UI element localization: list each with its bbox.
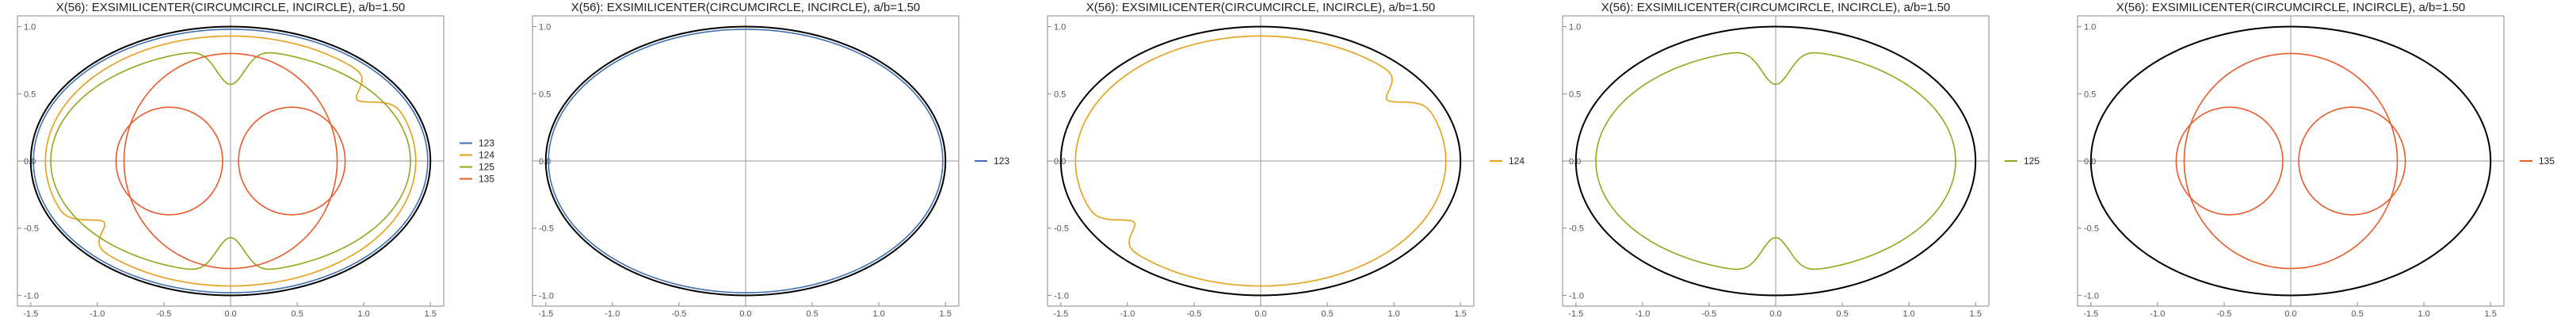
legend-label: 135: [479, 174, 494, 185]
legend-label: 123: [994, 155, 1009, 167]
reference-ellipse: [1059, 25, 1462, 297]
x-tick-label: 1.0: [872, 309, 884, 319]
chart-svg: X(56): EXSIMILICENTER(CIRCUMCIRCLE, INCI…: [532, 1, 1009, 319]
series-curve-135: [2183, 52, 2399, 270]
chart-title: X(56): EXSIMILICENTER(CIRCUMCIRCLE, INCI…: [2116, 1, 2466, 14]
series-curve-135: [238, 106, 346, 216]
y-tick-label: -1.0: [539, 291, 554, 301]
x-tick-label: -1.0: [90, 309, 105, 319]
y-tick-label: 0.5: [539, 90, 551, 99]
y-tick-label: 1.0: [1054, 23, 1066, 33]
legend-label: 124: [1509, 155, 1525, 167]
x-tick-label: -0.5: [1701, 309, 1716, 319]
series-curve-123: [32, 29, 429, 293]
x-tick-label: 0.5: [806, 309, 818, 319]
chart-svg: X(56): EXSIMILICENTER(CIRCUMCIRCLE, INCI…: [1562, 1, 2040, 319]
chart-panel-5: X(56): EXSIMILICENTER(CIRCUMCIRCLE, INCI…: [2060, 0, 2575, 322]
x-tick-label: -1.5: [1053, 309, 1068, 319]
x-tick-label: -1.0: [2150, 309, 2165, 319]
series-curve-125: [50, 52, 411, 270]
y-tick-label: -1.0: [1569, 291, 1584, 301]
y-tick-label: 0.0: [1054, 157, 1066, 167]
x-tick-label: 0.0: [1254, 309, 1266, 319]
chart-svg: X(56): EXSIMILICENTER(CIRCUMCIRCLE, INCI…: [17, 1, 494, 319]
legend-label: 123: [479, 138, 494, 149]
reference-ellipse: [2089, 25, 2492, 297]
legend-label: 125: [479, 162, 494, 173]
x-tick-label: 1.0: [1902, 309, 1914, 319]
y-tick-label: -0.5: [1054, 224, 1069, 234]
series-curve-135: [115, 106, 223, 216]
y-tick-label: -1.0: [24, 291, 39, 301]
y-tick-label: 1.0: [24, 23, 36, 33]
x-tick-label: -1.5: [538, 309, 553, 319]
reference-ellipse: [29, 25, 432, 297]
chart-svg: X(56): EXSIMILICENTER(CIRCUMCIRCLE, INCI…: [1047, 1, 1525, 319]
x-tick-label: 1.5: [1455, 309, 1467, 319]
y-tick-label: 0.0: [2084, 157, 2096, 167]
x-tick-label: -1.5: [23, 309, 38, 319]
x-tick-label: 1.5: [1970, 309, 1982, 319]
chart-panel-2: X(56): EXSIMILICENTER(CIRCUMCIRCLE, INCI…: [515, 0, 1030, 322]
x-tick-label: 0.5: [1836, 309, 1848, 319]
x-tick-label: 1.5: [425, 309, 437, 319]
chart-panel-1: X(56): EXSIMILICENTER(CIRCUMCIRCLE, INCI…: [0, 0, 515, 322]
series-curve-125: [1595, 52, 1956, 270]
series-curve-135: [2175, 106, 2284, 216]
y-tick-label: 0.5: [24, 90, 36, 99]
x-tick-label: 0.0: [2284, 309, 2296, 319]
x-tick-label: 1.0: [1387, 309, 1399, 319]
x-tick-label: -0.5: [671, 309, 686, 319]
series-curve-135: [2298, 106, 2406, 216]
chart-title: X(56): EXSIMILICENTER(CIRCUMCIRCLE, INCI…: [1086, 1, 1436, 14]
y-tick-label: -0.5: [1569, 224, 1584, 234]
chart-svg: X(56): EXSIMILICENTER(CIRCUMCIRCLE, INCI…: [2077, 1, 2555, 319]
x-tick-label: -1.5: [2083, 309, 2098, 319]
x-tick-label: -0.5: [1186, 309, 1201, 319]
y-tick-label: 0.5: [1569, 90, 1581, 99]
y-tick-label: 0.5: [1054, 90, 1066, 99]
x-tick-label: 0.5: [2351, 309, 2363, 319]
x-tick-label: -1.0: [1635, 309, 1650, 319]
x-tick-label: 1.0: [2418, 309, 2429, 319]
series-curve-135: [123, 52, 338, 270]
y-tick-label: -0.5: [24, 224, 39, 234]
y-tick-label: -1.0: [2084, 291, 2099, 301]
series-curve-123: [548, 29, 944, 293]
x-tick-label: -0.5: [2216, 309, 2231, 319]
x-tick-label: 1.5: [2485, 309, 2497, 319]
y-tick-label: 1.0: [1569, 23, 1581, 33]
reference-ellipse: [544, 25, 947, 297]
y-tick-label: 0.0: [1569, 157, 1581, 167]
y-tick-label: -1.0: [1054, 291, 1069, 301]
x-tick-label: -0.5: [156, 309, 171, 319]
chart-panel-3: X(56): EXSIMILICENTER(CIRCUMCIRCLE, INCI…: [1030, 0, 1545, 322]
legend-label: 135: [2539, 155, 2555, 167]
chart-title: X(56): EXSIMILICENTER(CIRCUMCIRCLE, INCI…: [571, 1, 921, 14]
legend-label: 124: [479, 150, 494, 161]
x-tick-label: 0.0: [224, 309, 236, 319]
x-tick-label: 0.5: [291, 309, 303, 319]
x-tick-label: -1.0: [605, 309, 620, 319]
x-tick-label: 0.0: [739, 309, 751, 319]
x-tick-label: -1.0: [1120, 309, 1135, 319]
y-tick-label: 1.0: [2084, 23, 2096, 33]
chart-title: X(56): EXSIMILICENTER(CIRCUMCIRCLE, INCI…: [1601, 1, 1951, 14]
y-tick-label: 0.5: [2084, 90, 2096, 99]
reference-ellipse: [1574, 25, 1977, 297]
y-tick-label: -0.5: [539, 224, 554, 234]
chart-title: X(56): EXSIMILICENTER(CIRCUMCIRCLE, INCI…: [56, 1, 406, 14]
legend-label: 125: [2024, 155, 2040, 167]
y-tick-label: -0.5: [2084, 224, 2099, 234]
series-curve-124: [1074, 35, 1447, 287]
chart-panel-4: X(56): EXSIMILICENTER(CIRCUMCIRCLE, INCI…: [1545, 0, 2060, 322]
x-tick-label: 0.0: [1769, 309, 1781, 319]
x-tick-label: 0.5: [1321, 309, 1333, 319]
y-tick-label: 1.0: [539, 23, 551, 33]
x-tick-label: -1.5: [1568, 309, 1583, 319]
x-tick-label: 1.0: [357, 309, 369, 319]
x-tick-label: 1.5: [940, 309, 952, 319]
series-curve-124: [44, 35, 417, 287]
